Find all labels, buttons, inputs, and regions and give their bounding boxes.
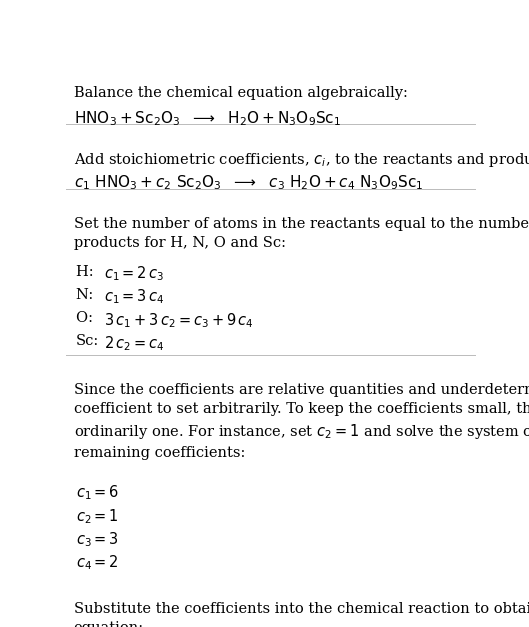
Text: $c_2 = 1$: $c_2 = 1$ <box>76 507 118 525</box>
Text: $3\,c_1 + 3\,c_2 = c_3 + 9\,c_4$: $3\,c_1 + 3\,c_2 = c_3 + 9\,c_4$ <box>104 311 254 330</box>
Text: $\mathregular{HNO_3 + Sc_2O_3}\ \ \longrightarrow\ \ \mathregular{H_2O + N_3O_9S: $\mathregular{HNO_3 + Sc_2O_3}\ \ \longr… <box>74 109 341 128</box>
Text: $c_1 = 2\,c_3$: $c_1 = 2\,c_3$ <box>104 265 165 283</box>
Text: $2\,c_2 = c_4$: $2\,c_2 = c_4$ <box>104 334 165 353</box>
Text: O:: O: <box>76 311 97 325</box>
Text: Balance the chemical equation algebraically:: Balance the chemical equation algebraica… <box>74 86 407 100</box>
Text: $c_1\ \mathregular{HNO_3} + c_2\ \mathregular{Sc_2O_3}\ \ \longrightarrow\ \ c_3: $c_1\ \mathregular{HNO_3} + c_2\ \mathre… <box>74 174 423 192</box>
Text: $c_1 = 6$: $c_1 = 6$ <box>76 484 119 502</box>
Text: Set the number of atoms in the reactants equal to the number of atoms in the
pro: Set the number of atoms in the reactants… <box>74 217 529 250</box>
Text: Substitute the coefficients into the chemical reaction to obtain the balanced
eq: Substitute the coefficients into the che… <box>74 602 529 627</box>
Text: Sc:: Sc: <box>76 334 99 348</box>
Text: Since the coefficients are relative quantities and underdetermined, choose a
coe: Since the coefficients are relative quan… <box>74 383 529 460</box>
Text: $c_3 = 3$: $c_3 = 3$ <box>76 530 118 549</box>
Text: H:: H: <box>76 265 98 278</box>
Text: $c_4 = 2$: $c_4 = 2$ <box>76 553 118 572</box>
Text: $c_1 = 3\,c_4$: $c_1 = 3\,c_4$ <box>104 288 165 307</box>
Text: Add stoichiometric coefficients, $c_i$, to the reactants and products:: Add stoichiometric coefficients, $c_i$, … <box>74 150 529 169</box>
Text: N:: N: <box>76 288 97 302</box>
